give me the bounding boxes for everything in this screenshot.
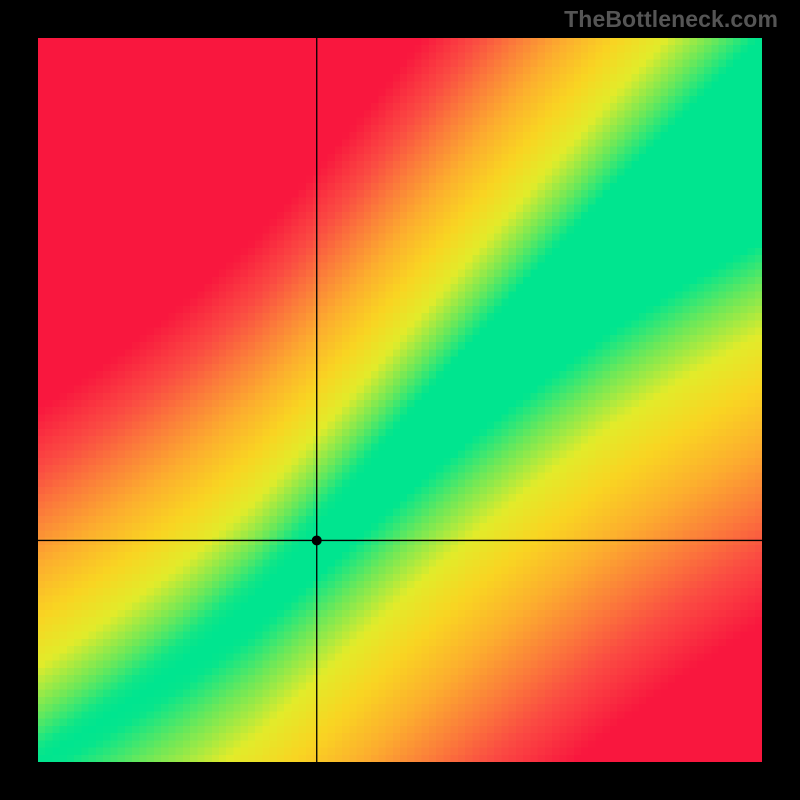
current-point-marker [312, 535, 322, 545]
bottleneck-heatmap [38, 38, 762, 762]
heatmap-overlay [38, 38, 762, 762]
watermark: TheBottleneck.com [564, 6, 778, 33]
